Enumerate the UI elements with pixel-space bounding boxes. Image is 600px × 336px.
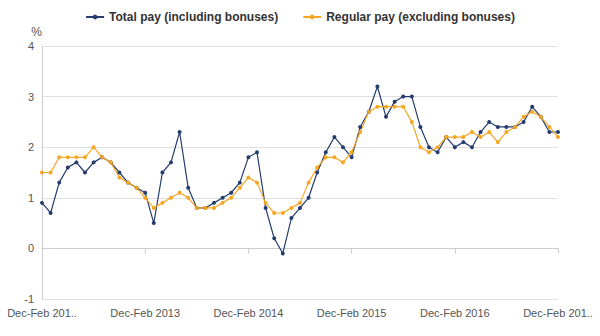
svg-text:Regular pay (excluding bonuses: Regular pay (excluding bonuses) bbox=[326, 10, 515, 24]
svg-text:4: 4 bbox=[28, 40, 34, 52]
svg-text:-1: -1 bbox=[24, 293, 34, 305]
svg-text:Dec-Feb 2016: Dec-Feb 2016 bbox=[420, 307, 490, 319]
svg-text:Total pay (including bonuses): Total pay (including bonuses) bbox=[109, 10, 278, 24]
svg-text:%: % bbox=[31, 25, 42, 39]
svg-text:1: 1 bbox=[28, 192, 34, 204]
svg-text:Dec-Feb 201..: Dec-Feb 201.. bbox=[7, 307, 77, 319]
svg-text:Dec-Feb 2014: Dec-Feb 2014 bbox=[214, 307, 284, 319]
svg-text:Dec-Feb 2013: Dec-Feb 2013 bbox=[110, 307, 180, 319]
svg-text:Dec-Feb 2015: Dec-Feb 2015 bbox=[317, 307, 387, 319]
svg-text:0: 0 bbox=[28, 242, 34, 254]
svg-text:3: 3 bbox=[28, 91, 34, 103]
svg-text:2: 2 bbox=[28, 141, 34, 153]
svg-text:Dec-Feb 201..: Dec-Feb 201.. bbox=[523, 307, 593, 319]
